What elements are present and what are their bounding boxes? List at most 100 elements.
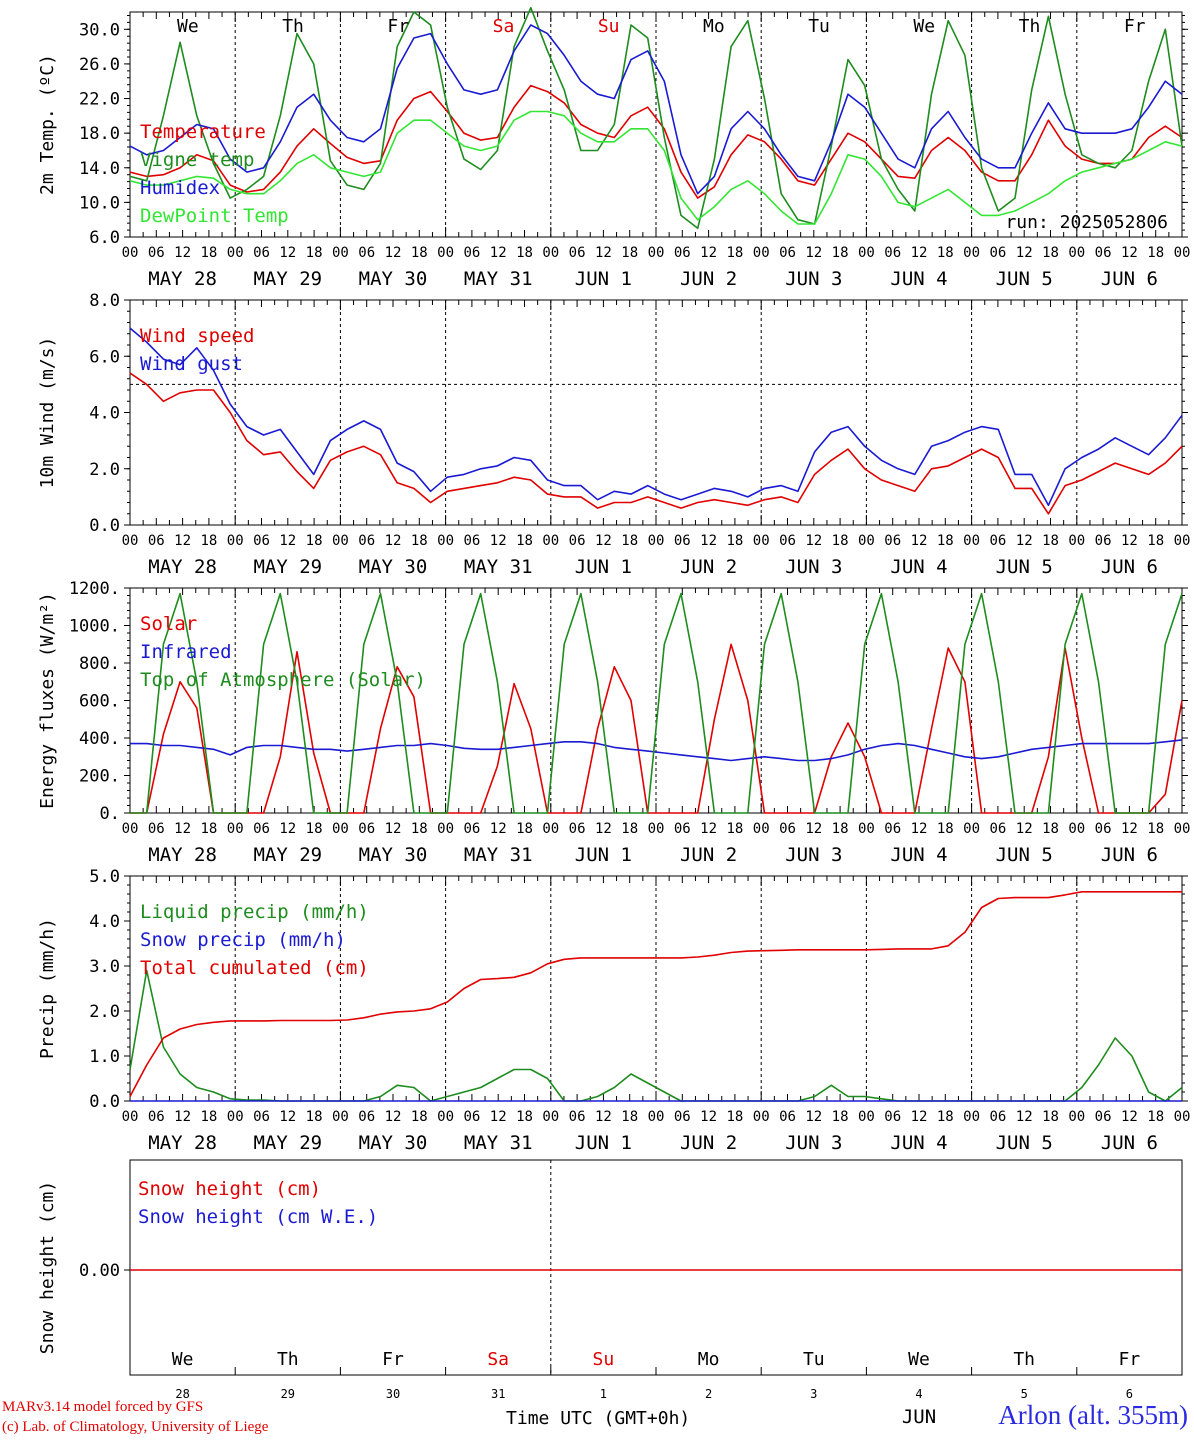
date-label: MAY 30 bbox=[359, 844, 428, 866]
hour-label: 06 bbox=[253, 821, 270, 837]
hour-label: 06 bbox=[674, 245, 691, 261]
y-tick-label: 1.0 bbox=[89, 1047, 120, 1067]
panel-4: 0.0 1.0 2.0 3.0 4.0 5.0 Precip (mm/h) Liquid pr… bbox=[37, 867, 1190, 1154]
hour-label: 00 bbox=[963, 245, 980, 261]
hour-label: 12 bbox=[805, 245, 822, 261]
hour-label: 00 bbox=[332, 533, 349, 549]
date-label: MAY 29 bbox=[253, 556, 322, 578]
series-line-top-of-atmosphere-solar- bbox=[130, 592, 1183, 814]
hour-label: 12 bbox=[1016, 1109, 1033, 1125]
series-line-vigne-temp bbox=[129, 6, 1183, 230]
date-label: JUN 2 bbox=[680, 844, 737, 866]
y-tick-label: 600. bbox=[79, 692, 120, 712]
hour-label: 00 bbox=[963, 1109, 980, 1125]
date-label: JUN 6 bbox=[1101, 556, 1158, 578]
hour-label: 00 bbox=[227, 1109, 244, 1125]
hour-label: 00 bbox=[858, 533, 875, 549]
hour-label: 00 bbox=[227, 245, 244, 261]
hour-label: 00 bbox=[648, 533, 665, 549]
weekday-label: Mo bbox=[698, 1349, 720, 1370]
date-label: JUN 5 bbox=[996, 556, 1053, 578]
hour-label: 00 bbox=[1068, 821, 1085, 837]
series-line-dewpoint-temp bbox=[129, 110, 1183, 225]
hour-label: 00 bbox=[332, 245, 349, 261]
hour-label: 06 bbox=[884, 821, 901, 837]
hour-label: 00 bbox=[963, 821, 980, 837]
date-label: MAY 28 bbox=[148, 844, 217, 866]
y-tick-label: 8.0 bbox=[89, 291, 120, 311]
date-label: JUN 6 bbox=[1101, 844, 1158, 866]
hour-label: 06 bbox=[884, 533, 901, 549]
y-tick-label: 800. bbox=[79, 654, 120, 674]
hour-label: 18 bbox=[200, 533, 217, 549]
hour-label: 00 bbox=[122, 1109, 139, 1125]
weekday-label: Fr bbox=[382, 1349, 404, 1370]
hour-label: 00 bbox=[122, 821, 139, 837]
hour-label: 00 bbox=[1068, 533, 1085, 549]
hour-label: 18 bbox=[306, 1109, 323, 1125]
hour-label: 00 bbox=[753, 821, 770, 837]
day-number-label: 1 bbox=[600, 1387, 607, 1401]
hour-label-end: 00 bbox=[1174, 245, 1191, 261]
date-label: JUN 1 bbox=[575, 844, 632, 866]
y-tick-label: 200. bbox=[79, 767, 120, 787]
station-name: Arlon (alt. 355m) bbox=[998, 1400, 1188, 1430]
hour-label: 12 bbox=[805, 1109, 822, 1125]
weekday-label: We bbox=[913, 16, 935, 37]
hour-label: 06 bbox=[148, 533, 165, 549]
hour-label: 00 bbox=[437, 821, 454, 837]
hour-label: 06 bbox=[358, 821, 375, 837]
hour-label: 18 bbox=[1042, 821, 1059, 837]
hour-label: 00 bbox=[858, 245, 875, 261]
hour-label: 06 bbox=[148, 1109, 165, 1125]
legend-entry: Snow precip (mm/h) bbox=[140, 929, 346, 951]
date-label: JUN 5 bbox=[996, 844, 1053, 866]
hour-label: 18 bbox=[411, 245, 428, 261]
hour-label: 12 bbox=[1121, 821, 1138, 837]
y-tick-label: 0.0 bbox=[89, 516, 120, 536]
hour-label: 12 bbox=[911, 1109, 928, 1125]
hour-label: 00 bbox=[1068, 245, 1085, 261]
legend-entry: Wind gust bbox=[140, 353, 243, 375]
hour-label: 00 bbox=[858, 1109, 875, 1125]
hour-label-end: 00 bbox=[1174, 821, 1191, 837]
hour-label: 12 bbox=[174, 533, 191, 549]
weekday-label: Tu bbox=[803, 1349, 825, 1370]
hour-label: 06 bbox=[569, 533, 586, 549]
hour-label: 06 bbox=[463, 821, 480, 837]
date-label: JUN 3 bbox=[785, 1132, 842, 1154]
y-tick-label: 10.0 bbox=[79, 193, 120, 213]
hour-label: 06 bbox=[779, 821, 796, 837]
hour-label: 06 bbox=[1095, 533, 1112, 549]
hour-label: 06 bbox=[569, 821, 586, 837]
weekday-label: Su bbox=[598, 16, 620, 37]
day-number-label: 28 bbox=[175, 1387, 189, 1401]
weekday-label: Tu bbox=[808, 16, 830, 37]
panel-1: 6.0 10.0 14.0 18.0 22.0 26.0 30.0 2m Temp. (ºC)… bbox=[37, 6, 1191, 290]
hour-label: 18 bbox=[306, 533, 323, 549]
date-label: MAY 31 bbox=[464, 268, 533, 290]
date-label: JUN 2 bbox=[680, 268, 737, 290]
weekday-label: Fr bbox=[1124, 16, 1146, 37]
plot-frame bbox=[129, 299, 1183, 526]
day-number-label: 31 bbox=[491, 1387, 505, 1401]
hour-label-end: 00 bbox=[1174, 1109, 1191, 1125]
weekday-label: Th bbox=[277, 1349, 299, 1370]
hour-label: 06 bbox=[358, 533, 375, 549]
y-tick-label: 5.0 bbox=[89, 867, 120, 887]
hour-label: 12 bbox=[911, 245, 928, 261]
date-label: MAY 31 bbox=[464, 844, 533, 866]
hour-label: 12 bbox=[490, 821, 507, 837]
hour-label: 00 bbox=[858, 821, 875, 837]
panel-3: 0. 200. 400. 600. 800. 1000. 1200. Energy fluxe… bbox=[37, 579, 1190, 866]
hour-label: 06 bbox=[148, 821, 165, 837]
weekday-label: Sa bbox=[493, 16, 515, 37]
hour-label: 12 bbox=[385, 821, 402, 837]
hour-label: 12 bbox=[911, 533, 928, 549]
weekday-label: Th bbox=[1019, 16, 1041, 37]
date-label: MAY 31 bbox=[464, 1132, 533, 1154]
hour-label: 18 bbox=[726, 533, 743, 549]
y-tick-label: 2.0 bbox=[89, 460, 120, 480]
hour-label: 12 bbox=[279, 821, 296, 837]
